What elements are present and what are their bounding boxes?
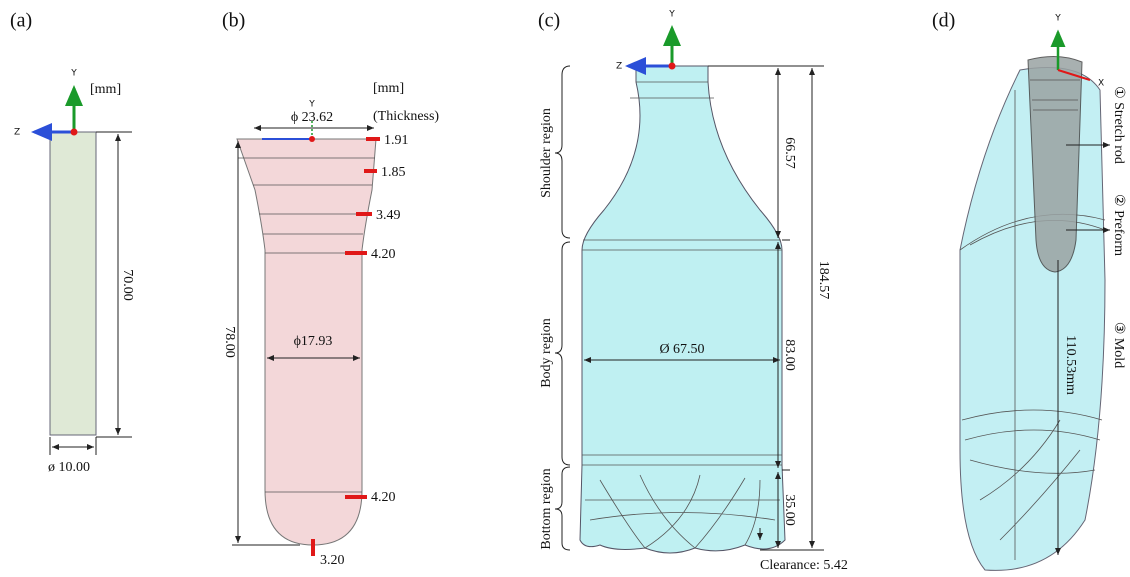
dimension: 70.00 [120,269,135,301]
region-label: Body region [539,318,554,388]
part-label: ② Preform [1111,194,1126,256]
panel-label: (d) [932,10,955,32]
dimension: 110.53mm [1063,335,1078,395]
dimension: 83.00 [782,339,797,371]
dimension: 66.57 [782,137,797,169]
part-label: ① Stretch rod [1111,86,1126,164]
dimension: ϕ 23.62 [291,110,333,125]
axis-label: Y [1054,14,1061,24]
axis-label: Z [14,128,20,138]
thickness-title: (Thickness) [373,109,439,124]
axis-label: Z [616,62,622,72]
panel-label: (a) [10,10,32,32]
clearance: Clearance: 5.42 [760,558,848,573]
preform [1028,56,1082,272]
unit: [mm] [90,82,121,97]
bottle [580,66,785,553]
panel-label: (b) [222,10,245,32]
dimension: 35.00 [782,494,797,526]
dimension: Ø 67.50 [659,342,704,357]
panel-c: (c) Y Z Shoulder region Body region Bott… [538,10,848,574]
thickness: 3.49 [376,208,401,223]
axis-label: Y [70,69,77,79]
thickness: 4.20 [371,247,396,262]
rod [50,132,96,435]
figure: (a) Y Z [mm] 70.00 ø 10.00 (b) Y [mm] (T… [0,0,1130,577]
panel-a: (a) Y Z [mm] 70.00 ø 10.00 [10,10,135,476]
thickness: 1.91 [384,133,409,148]
unit: [mm] [373,81,404,96]
dimension: ϕ17.93 [294,334,333,349]
panel-label: (c) [538,10,560,32]
thickness: 1.85 [381,165,406,180]
dimension: ø 10.00 [48,460,90,475]
axis-label: X [1098,79,1104,89]
region-label: Shoulder region [539,108,554,198]
thickness: 4.20 [371,490,396,505]
region-label: Bottom region [539,468,554,549]
panel-d: (d) Y X ① Stretch rod ② Preform ③ Mold 1… [932,10,1126,571]
axis-label: Y [668,10,675,20]
axis-label: Y [308,100,315,110]
part-label: ③ Mold [1111,322,1126,368]
thickness: 3.20 [320,553,345,568]
dimension: 78.00 [222,326,237,358]
panel-b: (b) Y [mm] (Thickness) ϕ 23.62 1.91 1.85… [222,10,440,569]
dimension: 184.57 [816,261,831,300]
